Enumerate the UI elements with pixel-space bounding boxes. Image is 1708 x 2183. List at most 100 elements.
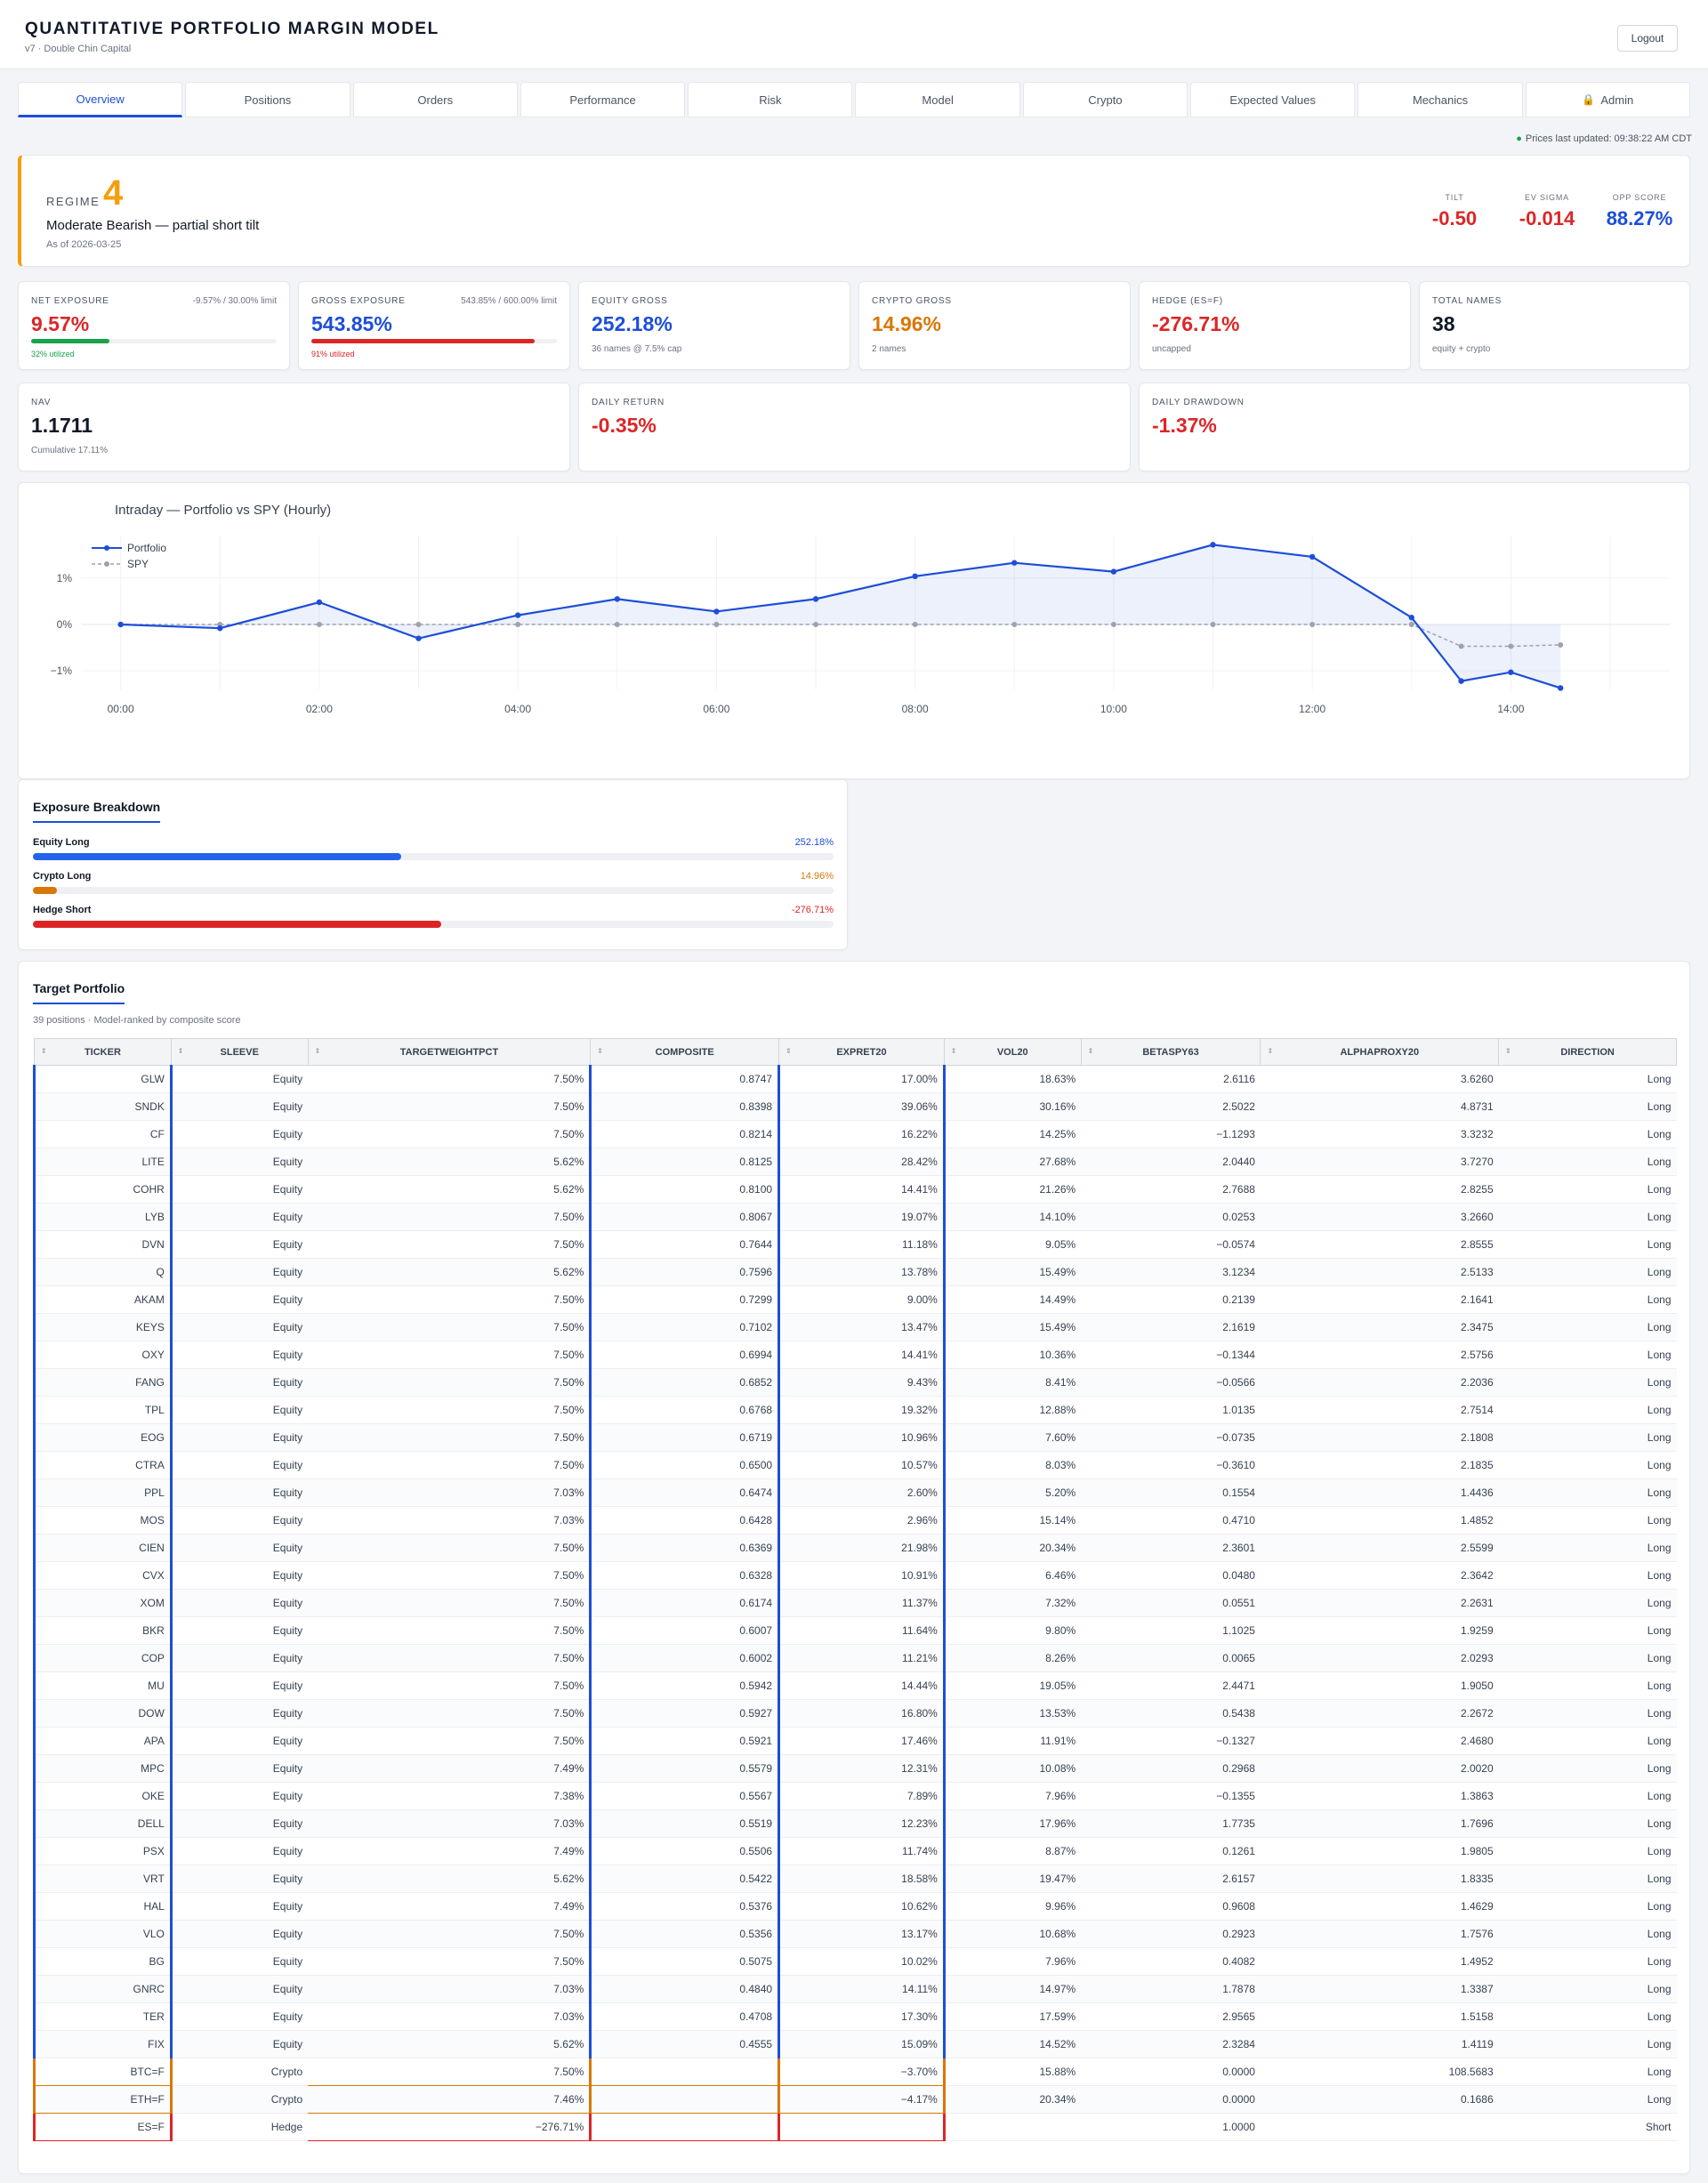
- table-row[interactable]: TER Equity 7.03% 0.4708 17.30% 17.59% 2.9565 1.…: [33, 2002, 1677, 2031]
- column-header-ticker[interactable]: ⇕ TICKER: [34, 1038, 172, 1066]
- table-row[interactable]: FIX Equity 5.62% 0.4555 15.09% 14.52% 2.3284 1.…: [33, 2030, 1677, 2058]
- cell-betaspy63: 2.3284: [1081, 2030, 1261, 2058]
- table-row[interactable]: HAL Equity 7.49% 0.5376 10.62% 9.96% 0.9608 1.4…: [33, 1892, 1677, 1921]
- table-row[interactable]: MU Equity 7.50% 0.5942 14.44% 19.05% 2.4471 1.9…: [33, 1671, 1677, 1700]
- table-row[interactable]: XOM Equity 7.50% 0.6174 11.37% 7.32% 0.0551 2.2…: [33, 1589, 1677, 1617]
- column-header-expret20[interactable]: ⇕ EXPRET20: [778, 1038, 945, 1066]
- table-row[interactable]: KEYS Equity 7.50% 0.7102 13.47% 15.49% 2.1619 2…: [33, 1313, 1677, 1341]
- cell-direction: Long: [1498, 1478, 1677, 1507]
- table-row[interactable]: PSX Equity 7.49% 0.5506 11.74% 8.87% 0.1261 1.9…: [33, 1837, 1677, 1865]
- table-row[interactable]: MPC Equity 7.49% 0.5579 12.31% 10.08% 0.2968 2.…: [33, 1754, 1677, 1783]
- table-row[interactable]: DELL Equity 7.03% 0.5519 12.23% 17.96% 1.7735 1…: [33, 1809, 1677, 1838]
- table-row[interactable]: COP Equity 7.50% 0.6002 11.21% 8.26% 0.0065 2.0…: [33, 1644, 1677, 1672]
- cell-ticker: MPC: [33, 1754, 173, 1783]
- portfolio-point: [1508, 669, 1514, 675]
- cell-expret20: 11.74%: [778, 1837, 946, 1865]
- cell-composite: 0.6500: [590, 1451, 781, 1479]
- table-row[interactable]: MOS Equity 7.03% 0.6428 2.96% 15.14% 0.4710 1.4…: [33, 1506, 1677, 1535]
- gross-exposure-util: 91% utilized: [311, 350, 355, 358]
- table-row[interactable]: DOW Equity 7.50% 0.5927 16.80% 13.53% 0.5438 2.…: [33, 1699, 1677, 1728]
- table-row[interactable]: OXY Equity 7.50% 0.6994 14.41% 10.36% −0.1344 2…: [33, 1341, 1677, 1369]
- table-row[interactable]: COHR Equity 5.62% 0.8100 14.41% 21.26% 2.7688 2…: [33, 1175, 1677, 1204]
- tab-positions[interactable]: Positions: [185, 82, 350, 117]
- tab-orders[interactable]: Orders: [352, 82, 518, 117]
- table-row[interactable]: GNRC Equity 7.03% 0.4840 14.11% 14.97% 1.7878 1…: [33, 1975, 1677, 2003]
- table-row[interactable]: SNDK Equity 7.50% 0.8398 39.06% 30.16% 2.5022 4…: [33, 1092, 1677, 1121]
- cell-vol20: 19.47%: [944, 1865, 1082, 1893]
- cell-expret20: 21.98%: [778, 1534, 946, 1562]
- exposure-hedge-track: [33, 921, 834, 928]
- tab-expected-values[interactable]: Expected Values: [1190, 82, 1356, 117]
- cell-betaspy63: 0.9608: [1081, 1892, 1261, 1921]
- cell-alphaproxy20: 1.7696: [1260, 1809, 1499, 1838]
- cell-expret20: 7.89%: [778, 1782, 946, 1810]
- table-row[interactable]: CTRA Equity 7.50% 0.6500 10.57% 8.03% −0.3610 2…: [33, 1451, 1677, 1479]
- cell-expret20: −3.70%: [778, 2058, 946, 2086]
- table-row[interactable]: DVN Equity 7.50% 0.7644 11.18% 9.05% −0.0574 2.…: [33, 1230, 1677, 1259]
- table-row[interactable]: LYB Equity 7.50% 0.8067 19.07% 14.10% 0.0253 3.…: [33, 1203, 1677, 1231]
- table-row[interactable]: PPL Equity 7.03% 0.6474 2.60% 5.20% 0.1554 1.44…: [33, 1478, 1677, 1507]
- exposure-equity-fill: [33, 853, 401, 860]
- tab-risk[interactable]: Risk: [688, 82, 853, 117]
- cell-alphaproxy20: 1.3863: [1260, 1782, 1499, 1810]
- table-row[interactable]: LITE Equity 5.62% 0.8125 28.42% 27.68% 2.0440 3…: [33, 1148, 1677, 1176]
- tab-crypto[interactable]: Crypto: [1022, 82, 1188, 117]
- cell-alphaproxy20: 2.5756: [1260, 1341, 1499, 1369]
- logout-button[interactable]: Logout: [1617, 25, 1678, 52]
- x-tick-label: 08:00: [902, 703, 929, 715]
- table-row[interactable]: CVX Equity 7.50% 0.6328 10.91% 6.46% 0.0480 2.3…: [33, 1561, 1677, 1590]
- table-row[interactable]: GLW Equity 7.50% 0.8747 17.00% 18.63% 2.6116 3.…: [33, 1065, 1677, 1093]
- table-row[interactable]: CIEN Equity 7.50% 0.6369 21.98% 20.34% 2.3601 2…: [33, 1534, 1677, 1562]
- total-names-label: TOTAL NAMES: [1432, 296, 1503, 306]
- cell-sleeve: Equity: [171, 1782, 309, 1810]
- column-header-label: TICKER: [84, 1046, 121, 1058]
- tab-admin[interactable]: 🔒 Admin: [1525, 82, 1690, 117]
- tilt-value: -0.50: [1431, 207, 1478, 230]
- column-header-betaspy63[interactable]: ⇕ BETASPY63: [1080, 1038, 1261, 1066]
- cell-ticker: VLO: [33, 1920, 173, 1948]
- tab-mechanics[interactable]: Mechanics: [1358, 82, 1523, 117]
- column-header-direction[interactable]: ⇕ DIRECTION: [1498, 1038, 1677, 1066]
- cell-betaspy63: 0.0000: [1081, 2085, 1261, 2114]
- tab-overview[interactable]: Overview: [18, 82, 183, 117]
- table-row[interactable]: VRT Equity 5.62% 0.5422 18.58% 19.47% 2.6157 1.…: [33, 1865, 1677, 1893]
- gross-exposure-bar: [311, 339, 557, 343]
- table-row[interactable]: FANG Equity 7.50% 0.6852 9.43% 8.41% −0.0566 2.…: [33, 1368, 1677, 1397]
- cell-alphaproxy20: 2.8555: [1260, 1230, 1499, 1259]
- cell-sleeve: Equity: [171, 1285, 309, 1314]
- regime-label: REGIME: [46, 195, 101, 208]
- table-row[interactable]: AKAM Equity 7.50% 0.7299 9.00% 14.49% 0.2139 2.…: [33, 1285, 1677, 1314]
- cell-vol20: 8.26%: [944, 1644, 1082, 1672]
- table-row[interactable]: TPL Equity 7.50% 0.6768 19.32% 12.88% 1.0135 2.…: [33, 1396, 1677, 1424]
- table-row[interactable]: Q Equity 5.62% 0.7596 13.78% 15.49% 3.1234 2.51…: [33, 1258, 1677, 1286]
- cell-sleeve: Equity: [171, 1506, 309, 1535]
- tab-performance[interactable]: Performance: [520, 82, 686, 117]
- column-header-vol20[interactable]: ⇕ VOL20: [943, 1038, 1082, 1066]
- cell-sleeve: Equity: [171, 1727, 309, 1755]
- table-row[interactable]: OKE Equity 7.38% 0.5567 7.89% 7.96% −0.1355 1.3…: [33, 1782, 1677, 1810]
- table-row[interactable]: EOG Equity 7.50% 0.6719 10.96% 7.60% −0.0735 2.…: [33, 1423, 1677, 1452]
- column-header-composite[interactable]: ⇕ COMPOSITE: [590, 1038, 780, 1066]
- column-header-targetweightpct[interactable]: ⇕ TARGETWEIGHTPCT: [307, 1038, 592, 1066]
- column-header-sleeve[interactable]: ⇕ SLEEVE: [170, 1038, 309, 1066]
- table-row[interactable]: ES=F Hedge −276.71% 1.0000 Short: [33, 2113, 1677, 2141]
- table-row[interactable]: BG Equity 7.50% 0.5075 10.02% 7.96% 0.4082 1.49…: [33, 1947, 1677, 1976]
- cell-vol20: 14.52%: [944, 2030, 1082, 2058]
- table-row[interactable]: APA Equity 7.50% 0.5921 17.46% 11.91% −0.1327 2…: [33, 1727, 1677, 1755]
- column-header-alphaproxy20[interactable]: ⇕ ALPHAPROXY20: [1260, 1038, 1500, 1066]
- cell-expret20: 17.30%: [778, 2002, 946, 2031]
- cell-targetweightpct: 7.50%: [308, 1065, 592, 1093]
- cell-sleeve: Equity: [171, 1837, 309, 1865]
- net-exposure-label: NET EXPOSURE: [31, 296, 109, 306]
- table-row[interactable]: BKR Equity 7.50% 0.6007 11.64% 9.80% 1.1025 1.9…: [33, 1616, 1677, 1645]
- cell-sleeve: Crypto: [171, 2058, 309, 2086]
- cell-composite: 0.6719: [590, 1423, 781, 1452]
- table-row[interactable]: VLO Equity 7.50% 0.5356 13.17% 10.68% 0.2923 1.…: [33, 1920, 1677, 1948]
- table-row[interactable]: CF Equity 7.50% 0.8214 16.22% 14.25% −1.1293 3.…: [33, 1120, 1677, 1148]
- cell-targetweightpct: 7.50%: [308, 1230, 592, 1259]
- table-row[interactable]: ETH=F Crypto 7.46% −4.17% 20.34% 0.0000 0.1686…: [33, 2085, 1677, 2114]
- sort-icon: ⇕: [950, 1047, 957, 1055]
- table-row[interactable]: BTC=F Crypto 7.50% −3.70% 15.88% 0.0000 108.56…: [33, 2058, 1677, 2086]
- tab-model[interactable]: Model: [855, 82, 1020, 117]
- cell-betaspy63: 0.2139: [1081, 1285, 1261, 1314]
